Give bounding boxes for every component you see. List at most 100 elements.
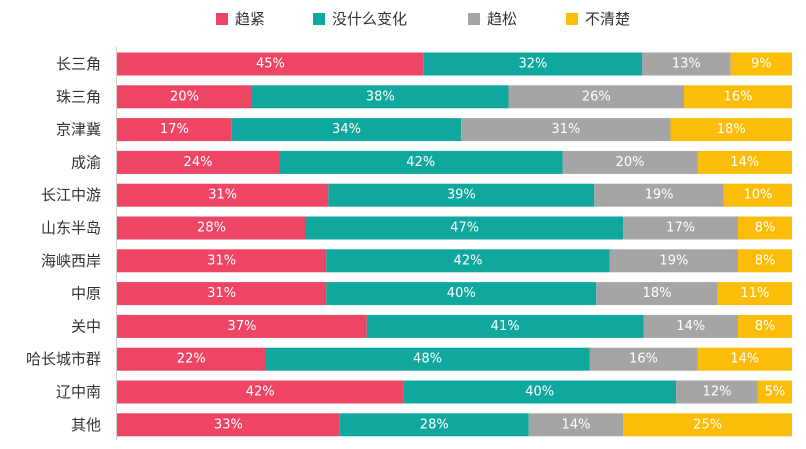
data-label: 24% — [184, 155, 213, 170]
bar-segment — [528, 413, 624, 437]
category-label: 哈长城市群 — [26, 350, 101, 368]
data-label: 9% — [751, 57, 772, 72]
bar-segment — [279, 150, 563, 174]
bar-segment — [117, 150, 279, 174]
bar-segment — [339, 413, 529, 437]
data-label: 14% — [730, 352, 759, 367]
bar-segment — [589, 347, 698, 371]
data-label: 20% — [616, 155, 645, 170]
data-label: 31% — [208, 188, 237, 203]
data-label: 11% — [740, 286, 769, 301]
data-label: 17% — [666, 221, 695, 236]
bar-segment — [697, 150, 792, 174]
data-label: 45% — [256, 57, 285, 72]
bar-segment — [328, 183, 595, 207]
bar-segment — [757, 380, 792, 404]
bar-segment — [643, 314, 738, 338]
bar-segment — [326, 249, 610, 273]
bar-segment — [403, 380, 677, 404]
data-label: 39% — [447, 188, 476, 203]
data-label: 19% — [645, 188, 674, 203]
plot-area: 长三角 45% 32% 13% 9% 珠三角 20% 38% 26% 16% 京津冀 17% 34% 31… — [26, 52, 792, 437]
data-label: 20% — [170, 89, 199, 104]
bar-segment — [562, 150, 698, 174]
category-label: 成渝 — [71, 153, 101, 171]
data-label: 31% — [551, 122, 580, 137]
bar-segment — [117, 347, 266, 371]
bar-segment — [596, 282, 718, 306]
bar-segment — [642, 52, 731, 76]
bar-segment — [508, 85, 684, 109]
data-label: 14% — [676, 319, 705, 334]
category-label: 海峡西岸 — [41, 252, 101, 270]
data-label: 42% — [246, 385, 275, 400]
data-label: 42% — [406, 155, 435, 170]
bar-segment — [366, 314, 644, 338]
bar-segment — [623, 413, 792, 437]
data-label: 10% — [743, 188, 772, 203]
bar-segment — [723, 183, 792, 207]
data-label: 26% — [582, 89, 611, 104]
bar-segment — [423, 52, 642, 76]
data-label: 16% — [724, 89, 753, 104]
data-label: 37% — [227, 319, 256, 334]
data-label: 14% — [730, 155, 759, 170]
bar-segment — [117, 282, 327, 306]
category-label: 中原 — [71, 285, 101, 303]
category-label: 其他 — [71, 416, 101, 434]
bar-segment — [676, 380, 758, 404]
legend-label: 不清楚 — [585, 10, 630, 28]
bar-segment — [117, 85, 252, 109]
data-label: 40% — [447, 286, 476, 301]
bar-segment — [697, 347, 792, 371]
bar-segment — [117, 183, 329, 207]
bar-segment — [265, 347, 590, 371]
bar-segment — [684, 85, 792, 109]
bar-segment — [326, 282, 597, 306]
bar-segment — [461, 118, 671, 142]
bar-segment — [252, 85, 509, 109]
category-label: 长江中游 — [41, 186, 101, 204]
bar-segment — [306, 216, 624, 240]
bar-segment — [670, 118, 792, 142]
category-label: 珠三角 — [56, 88, 101, 106]
data-label: 31% — [207, 253, 236, 268]
bar-segment — [623, 216, 738, 240]
bar-segment — [738, 314, 792, 338]
data-label: 17% — [160, 122, 189, 137]
category-label: 山东半岛 — [41, 219, 101, 237]
data-label: 8% — [755, 221, 776, 236]
bar-segment — [117, 249, 327, 273]
category-label: 辽中南 — [56, 383, 101, 401]
bar-segment — [738, 216, 792, 240]
bar-segment — [717, 282, 792, 306]
category-label: 关中 — [71, 317, 101, 335]
data-label: 16% — [629, 352, 658, 367]
data-label: 31% — [207, 286, 236, 301]
bar-segment — [730, 52, 792, 76]
data-label: 22% — [177, 352, 206, 367]
bar-segment — [117, 314, 367, 338]
data-label: 48% — [413, 352, 442, 367]
data-label: 25% — [693, 417, 722, 432]
data-label: 28% — [197, 221, 226, 236]
legend-label: 趋紧 — [235, 10, 265, 28]
bar-segment — [609, 249, 738, 273]
data-label: 19% — [659, 253, 688, 268]
data-label: 33% — [214, 417, 243, 432]
data-label: 13% — [672, 57, 701, 72]
legend: 趋紧 没什么变化 趋松 不清楚 — [216, 10, 630, 28]
bar-segment — [117, 52, 424, 76]
data-label: 47% — [450, 221, 479, 236]
legend-swatch — [566, 13, 578, 25]
data-label: 34% — [332, 122, 361, 137]
bar-segment — [117, 216, 306, 240]
bar-segment — [117, 413, 340, 437]
data-label: 38% — [366, 89, 395, 104]
data-label: 5% — [765, 385, 786, 400]
data-label: 40% — [525, 385, 554, 400]
legend-label: 没什么变化 — [332, 10, 407, 28]
bar-segment — [117, 118, 232, 142]
data-label: 42% — [454, 253, 483, 268]
